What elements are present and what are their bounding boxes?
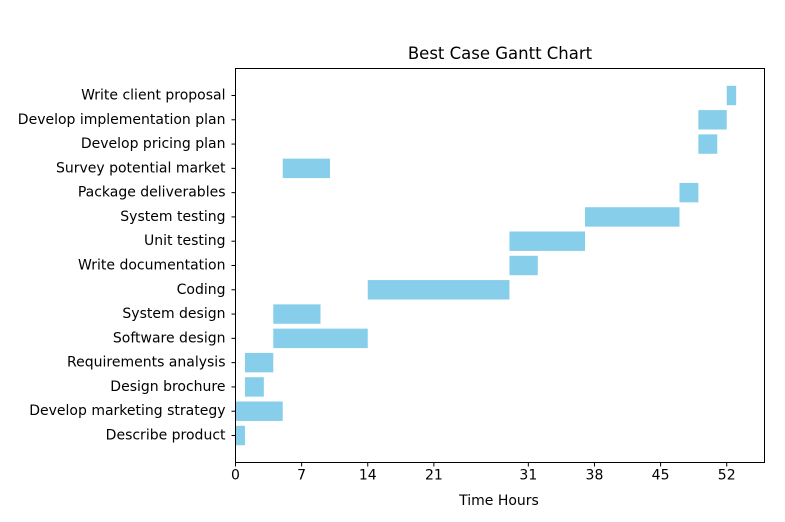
y-tick-label: Unit testing xyxy=(144,233,225,249)
gantt-bar xyxy=(509,255,538,276)
y-tick-label: Develop implementation plan xyxy=(18,112,226,128)
gantt-bar xyxy=(726,85,737,106)
x-axis-label: Time Hours xyxy=(458,493,539,509)
chart-title: Best Case Gantt Chart xyxy=(408,44,593,63)
x-tick-label: 52 xyxy=(718,468,736,484)
x-tick-label: 38 xyxy=(586,468,604,484)
x-tick-label: 7 xyxy=(297,468,306,484)
y-tick-label: Write client proposal xyxy=(81,88,225,104)
gantt-bar xyxy=(509,231,586,251)
y-tick-label: Package deliverables xyxy=(78,185,226,201)
y-axis: Describe product Develop marketing strate… xyxy=(18,88,236,444)
gantt-bar xyxy=(367,280,510,300)
gantt-bar xyxy=(244,352,274,373)
y-tick-label: Survey potential market xyxy=(56,160,226,176)
gantt-bar xyxy=(235,401,283,421)
y-tick-label: System design xyxy=(122,306,225,322)
y-tick-label: Design brochure xyxy=(110,379,225,395)
y-tick-label: Develop pricing plan xyxy=(81,136,226,152)
x-tick-label: 0 xyxy=(231,468,240,484)
gantt-bar xyxy=(244,377,264,397)
x-tick-label: 45 xyxy=(652,468,670,484)
y-tick-label: System testing xyxy=(120,209,225,225)
y-tick-label: Write documentation xyxy=(78,258,225,274)
bar-group xyxy=(235,85,737,446)
y-tick-label: Coding xyxy=(177,282,226,298)
x-tick-label: 14 xyxy=(359,468,377,484)
x-tick-label: 21 xyxy=(425,468,443,484)
gantt-bar xyxy=(282,158,330,179)
y-tick-label: Describe product xyxy=(106,428,226,444)
gantt-bar xyxy=(273,328,368,349)
x-tick-label: 31 xyxy=(519,468,537,484)
y-tick-label: Requirements analysis xyxy=(67,355,225,371)
gantt-bar xyxy=(235,425,245,446)
gantt-bar xyxy=(273,304,321,324)
y-tick-label: Develop marketing strategy xyxy=(29,403,225,419)
gantt-bar xyxy=(698,134,718,154)
y-tick-label: Software design xyxy=(113,330,226,346)
x-axis: 0 7 14 21 31 38 45 52 xyxy=(231,462,736,484)
gantt-bar xyxy=(698,110,727,130)
gantt-bar xyxy=(585,207,680,227)
gantt-bar xyxy=(679,182,699,203)
